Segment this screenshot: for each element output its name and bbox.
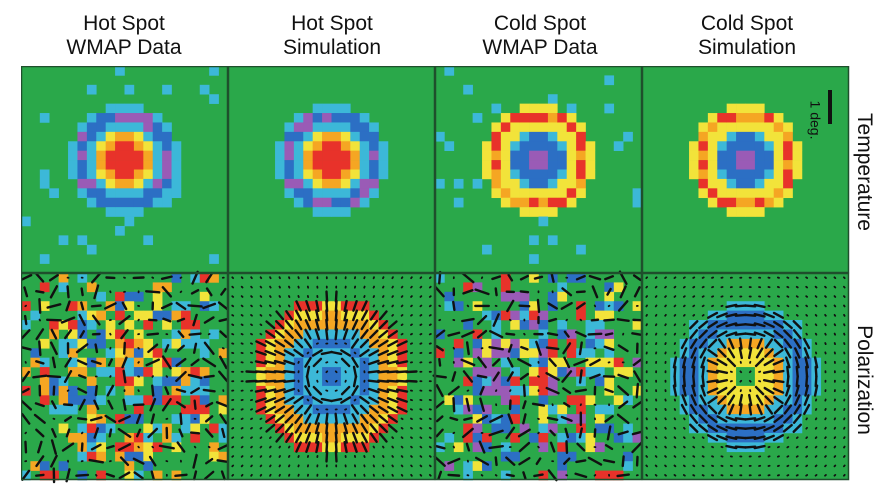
column-header-line1: Cold Spot [700, 12, 794, 35]
column-header-line1: Hot Spot [83, 12, 165, 35]
panel-grid [21, 66, 850, 484]
temperature-panel-1 [21, 66, 228, 273]
polarization-panel-1 [21, 270, 231, 484]
column-header-line1: Hot Spot [291, 12, 373, 35]
column-header-line1: Cold Spot [493, 12, 587, 35]
temperature-panel-4 [642, 66, 849, 273]
column-header-line2: WMAP Data [66, 36, 182, 59]
column-header-line2: WMAP Data [482, 36, 598, 59]
scale-bar [828, 90, 832, 124]
column-header-line2: Simulation [697, 36, 797, 59]
row-label-temperature: Temperature [853, 113, 876, 231]
temperature-panel-2 [228, 66, 435, 273]
polarization-panel-4 [642, 273, 849, 480]
column-header-hot-spot-simulation: Hot Spot Simulation [229, 12, 435, 60]
column-header-hot-spot-wmap: Hot Spot WMAP Data [21, 12, 227, 60]
column-header-line2: Simulation [282, 36, 382, 59]
polarization-panel-2 [228, 273, 435, 480]
polarization-panel-3 [432, 270, 644, 482]
row-label-polarization: Polarization [853, 325, 876, 435]
temperature-panel-3 [435, 66, 643, 273]
column-header-cold-spot-wmap: Cold Spot WMAP Data [437, 12, 643, 60]
column-header-cold-spot-simulation: Cold Spot Simulation [644, 12, 850, 60]
scale-bar-label: 1 deg. [807, 100, 824, 140]
